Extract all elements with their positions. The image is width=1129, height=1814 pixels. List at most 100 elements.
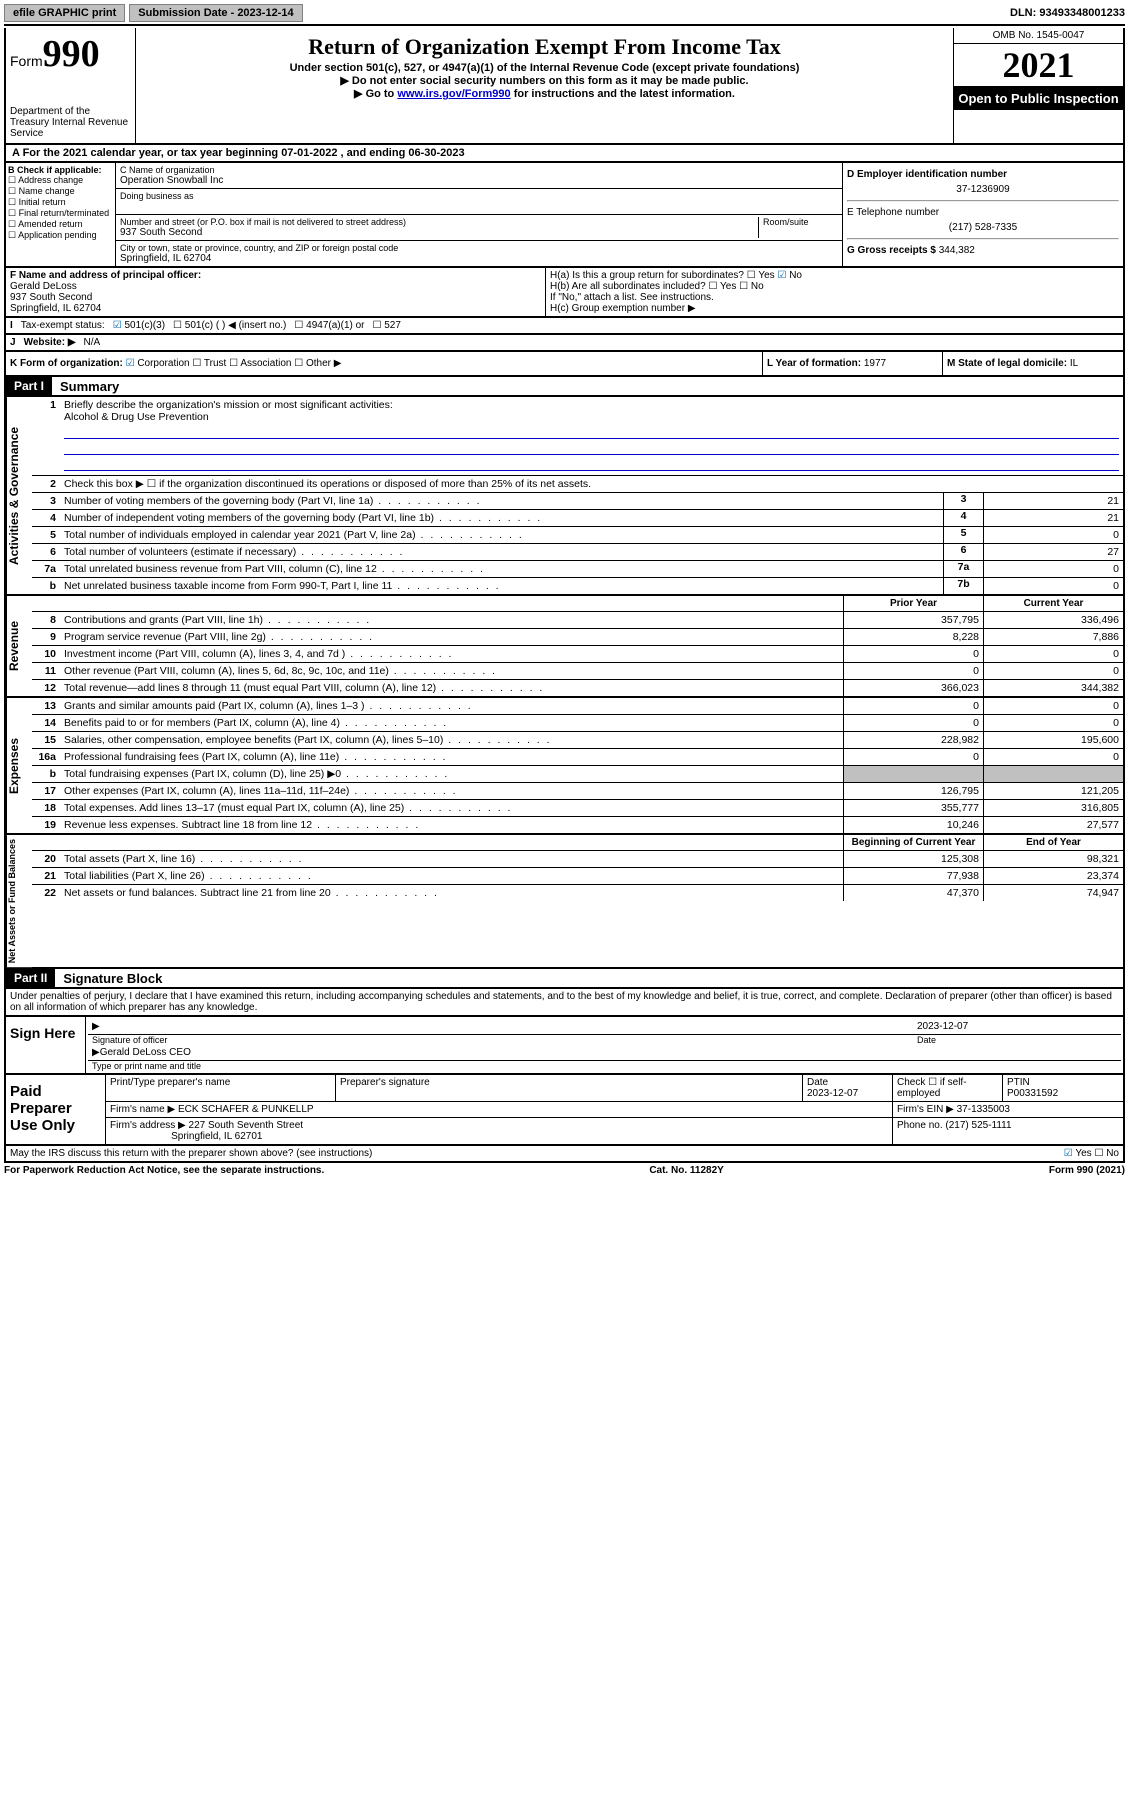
opt-501c[interactable]: 501(c) ( ) ◀ (insert no.) (173, 320, 286, 331)
hb-yes[interactable]: Yes (708, 281, 736, 292)
data-line: 19 Revenue less expenses. Subtract line … (32, 817, 1123, 833)
check-pending[interactable]: Application pending (8, 230, 97, 240)
paid-preparer-block: Paid Preparer Use Only Print/Type prepar… (4, 1075, 1125, 1146)
check-final-return[interactable]: Final return/terminated (8, 208, 109, 218)
sig-date: 2023-12-07 (917, 1021, 1117, 1032)
room-label: Room/suite (763, 217, 838, 227)
dba-label: Doing business as (120, 191, 838, 201)
k-label: K Form of organization: (10, 358, 123, 369)
data-line: 9 Program service revenue (Part VIII, li… (32, 629, 1123, 646)
l-label: L Year of formation: (767, 358, 864, 369)
prep-check[interactable]: Check ☐ if self-employed (893, 1075, 1003, 1101)
form-note1: Do not enter social security numbers on … (140, 74, 949, 87)
gov-line: 3 Number of voting members of the govern… (32, 493, 1123, 510)
efile-button[interactable]: efile GRAPHIC print (4, 4, 125, 22)
discuss-no[interactable]: No (1094, 1148, 1119, 1159)
k-assoc[interactable]: Association (229, 358, 291, 369)
phone-value: (217) 528-7335 (847, 222, 1119, 233)
header-center: Return of Organization Exempt From Incom… (136, 28, 953, 143)
opt-501c3[interactable]: 501(c)(3) (113, 320, 165, 331)
discuss-yes[interactable]: Yes (1064, 1148, 1092, 1159)
k-corp[interactable]: Corporation (126, 358, 190, 369)
side-revenue: Revenue (6, 596, 32, 696)
footer-cat: Cat. No. 11282Y (649, 1165, 723, 1176)
firm-addr2: Springfield, IL 62701 (171, 1131, 262, 1142)
divider (4, 24, 1125, 26)
data-line: 16a Professional fundraising fees (Part … (32, 749, 1123, 766)
submission-date-button[interactable]: Submission Date - 2023-12-14 (129, 4, 302, 22)
irs-link[interactable]: www.irs.gov/Form990 (397, 88, 510, 100)
ha-no[interactable]: No (777, 270, 802, 281)
netassets-block: Net Assets or Fund Balances Beginning of… (4, 835, 1125, 969)
check-address-change[interactable]: Address change (8, 175, 83, 185)
gov-line: 5 Total number of individuals employed i… (32, 527, 1123, 544)
prep-col-sig: Preparer's signature (336, 1075, 803, 1101)
prep-date: 2023-12-07 (807, 1088, 858, 1099)
org-name-label: C Name of organization (120, 165, 838, 175)
col-h: H(a) Is this a group return for subordin… (546, 268, 1123, 316)
inspection-label: Open to Public Inspection (954, 87, 1123, 110)
prep-col-date: Date (807, 1077, 828, 1088)
hb-label: H(b) Are all subordinates included? (550, 281, 706, 292)
opt-527[interactable]: 527 (373, 320, 401, 331)
sig-officer-label: Signature of officer (92, 1035, 917, 1045)
website-label: Website: ▶ (24, 337, 76, 348)
check-initial-return[interactable]: Initial return (8, 197, 66, 207)
addr-label: Number and street (or P.O. box if mail i… (120, 217, 758, 227)
gov-line: 6 Total number of volunteers (estimate i… (32, 544, 1123, 561)
ha-yes[interactable]: Yes (747, 270, 775, 281)
expenses-block: Expenses 13 Grants and similar amounts p… (4, 698, 1125, 835)
m-value: IL (1070, 358, 1078, 369)
prep-ptin: P00331592 (1007, 1088, 1058, 1099)
firm-phone: (217) 525-1111 (945, 1120, 1011, 1131)
line1-value: Alcohol & Drug Use Prevention (64, 411, 209, 423)
footer-form: Form 990 (2021) (1049, 1165, 1125, 1176)
hb-no[interactable]: No (739, 281, 764, 292)
hdr-current: Current Year (983, 596, 1123, 611)
governance-block: Activities & Governance 1 Briefly descri… (4, 397, 1125, 596)
check-name-change[interactable]: Name change (8, 186, 75, 196)
row-j: J Website: ▶ N/A (4, 335, 1125, 352)
footer-pra: For Paperwork Reduction Act Notice, see … (4, 1165, 324, 1176)
city-label: City or town, state or province, country… (120, 243, 838, 253)
side-netassets: Net Assets or Fund Balances (6, 835, 32, 967)
k-other[interactable]: Other ▶ (294, 358, 341, 369)
part1-header-row: Part I Summary (4, 377, 1125, 397)
l-value: 1977 (864, 358, 886, 369)
data-line: 15 Salaries, other compensation, employe… (32, 732, 1123, 749)
gov-line: 7a Total unrelated business revenue from… (32, 561, 1123, 578)
data-line: 21 Total liabilities (Part X, line 26) 7… (32, 868, 1123, 885)
prep-col-name: Print/Type preparer's name (106, 1075, 336, 1101)
opt-4947[interactable]: 4947(a)(1) or (294, 320, 364, 331)
firm-addr1: 227 South Seventh Street (189, 1120, 304, 1131)
check-amended[interactable]: Amended return (8, 219, 83, 229)
side-governance: Activities & Governance (6, 397, 32, 594)
header-right: OMB No. 1545-0047 2021 Open to Public In… (953, 28, 1123, 143)
officer-name: Gerald DeLoss (10, 281, 77, 292)
declaration: Under penalties of perjury, I declare th… (4, 989, 1125, 1017)
ha-label: H(a) Is this a group return for subordin… (550, 270, 744, 281)
phone-label: E Telephone number (847, 207, 1119, 218)
data-line: 17 Other expenses (Part IX, column (A), … (32, 783, 1123, 800)
page-footer: For Paperwork Reduction Act Notice, see … (4, 1163, 1125, 1178)
discuss-row: May the IRS discuss this return with the… (4, 1146, 1125, 1163)
k-trust[interactable]: Trust (192, 358, 226, 369)
part2-title: Signature Block (55, 971, 162, 986)
col-c: C Name of organization Operation Snowbal… (116, 163, 843, 266)
sig-name-label: Type or print name and title (88, 1061, 1121, 1071)
tax-year: 2021 (954, 44, 1123, 87)
firm-name-label: Firm's name ▶ (110, 1104, 175, 1115)
data-line: 14 Benefits paid to or for members (Part… (32, 715, 1123, 732)
section-bcd: B Check if applicable: Address change Na… (4, 163, 1125, 268)
hdr-prior: Prior Year (843, 596, 983, 611)
paid-preparer-label: Paid Preparer Use Only (6, 1075, 106, 1144)
data-line: 13 Grants and similar amounts paid (Part… (32, 698, 1123, 715)
section-klm: K Form of organization: Corporation Trus… (4, 352, 1125, 377)
dept-label: Department of the Treasury Internal Reve… (10, 106, 131, 139)
hb-note: If "No," attach a list. See instructions… (550, 292, 1119, 303)
form-title: Return of Organization Exempt From Incom… (140, 34, 949, 60)
data-line: 22 Net assets or fund balances. Subtract… (32, 885, 1123, 901)
dln-label: DLN: 93493348001233 (1010, 7, 1125, 19)
hdr-end: End of Year (983, 835, 1123, 850)
part2-header-row: Part II Signature Block (4, 969, 1125, 989)
